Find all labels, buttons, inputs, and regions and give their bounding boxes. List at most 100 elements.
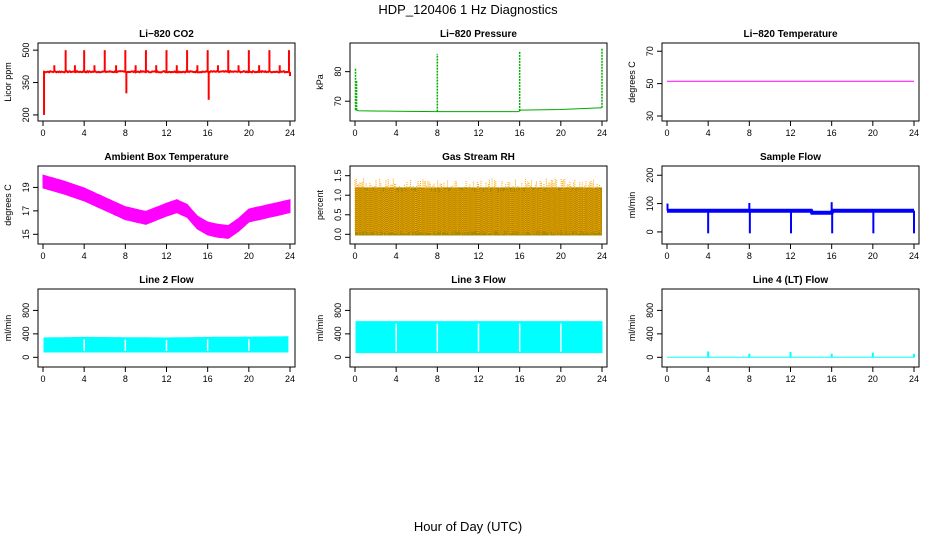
x-tick-label: 8 bbox=[747, 251, 752, 261]
y-axis-label: kPa bbox=[315, 74, 325, 90]
x-tick-label: 0 bbox=[40, 374, 45, 384]
series-line bbox=[667, 208, 914, 215]
x-tick-label: 8 bbox=[123, 251, 128, 261]
x-tick-label: 8 bbox=[435, 374, 440, 384]
x-tick-label: 12 bbox=[785, 128, 795, 138]
x-tick-label: 20 bbox=[244, 251, 254, 261]
x-axis-label: Hour of Day (UTC) bbox=[413, 519, 523, 534]
data-series bbox=[666, 202, 915, 234]
data-series bbox=[667, 351, 915, 358]
series-line bbox=[42, 69, 290, 74]
y-tick-label: 0 bbox=[645, 229, 655, 234]
y-axis-label: ml/min bbox=[3, 315, 13, 342]
y-tick-label: 0.5 bbox=[333, 209, 343, 222]
chart-panel: Sample Flow ml/min 0 4 8 12 16 20 24 0 100 200 bbox=[627, 152, 920, 261]
y-tick-label: 800 bbox=[645, 303, 655, 318]
series-line bbox=[354, 107, 603, 113]
y-tick-label: 0 bbox=[21, 355, 31, 360]
x-tick-label: 16 bbox=[515, 374, 525, 384]
y-tick-label: 1.0 bbox=[333, 189, 343, 202]
x-tick-label: 24 bbox=[597, 251, 607, 261]
x-tick-label: 20 bbox=[556, 251, 566, 261]
x-tick-label: 16 bbox=[515, 128, 525, 138]
x-tick-label: 12 bbox=[473, 128, 483, 138]
x-tick-label: 24 bbox=[909, 128, 919, 138]
x-tick-label: 20 bbox=[244, 374, 254, 384]
x-tick-label: 4 bbox=[706, 128, 711, 138]
data-series bbox=[355, 321, 603, 354]
y-tick-label: 400 bbox=[333, 326, 343, 341]
x-tick-label: 16 bbox=[515, 251, 525, 261]
x-tick-label: 12 bbox=[473, 251, 483, 261]
x-tick-label: 4 bbox=[394, 374, 399, 384]
y-tick-label: 200 bbox=[645, 168, 655, 183]
y-tick-label: 800 bbox=[21, 303, 31, 318]
y-axis-label: degrees C bbox=[3, 184, 13, 226]
data-series bbox=[43, 336, 289, 353]
y-tick-label: 80 bbox=[333, 67, 343, 77]
x-tick-label: 20 bbox=[556, 374, 566, 384]
y-tick-label: 800 bbox=[333, 303, 343, 318]
x-tick-label: 20 bbox=[556, 128, 566, 138]
chart-panel: Li−820 Temperature degrees C 0 4 8 12 16 20 24 30… bbox=[627, 29, 920, 138]
x-tick-label: 16 bbox=[827, 128, 837, 138]
y-tick-label: 50 bbox=[645, 79, 655, 89]
x-tick-label: 24 bbox=[597, 374, 607, 384]
x-tick-label: 12 bbox=[161, 251, 171, 261]
y-tick-label: 15 bbox=[21, 229, 31, 239]
y-tick-label: 0 bbox=[333, 355, 343, 360]
x-tick-label: 16 bbox=[203, 374, 213, 384]
x-tick-label: 0 bbox=[352, 374, 357, 384]
chart-title: Line 3 Flow bbox=[451, 275, 506, 286]
chart-panel: Gas Stream RH percent 0 4 8 12 16 20 24 0.0 0.5 1.0… bbox=[315, 152, 608, 261]
x-tick-label: 0 bbox=[664, 374, 669, 384]
chart-title: Line 4 (LT) Flow bbox=[753, 275, 829, 286]
chart-panel: Ambient Box Temperature degrees C 0 4 8 12 16 2… bbox=[3, 152, 296, 261]
y-axis-label: ml/min bbox=[627, 315, 637, 342]
y-tick-label: 1.5 bbox=[333, 169, 343, 182]
x-tick-label: 8 bbox=[123, 128, 128, 138]
figure-title: HDP_120406 1 Hz Diagnostics bbox=[378, 2, 558, 17]
y-tick-label: 100 bbox=[645, 196, 655, 211]
x-tick-label: 12 bbox=[161, 128, 171, 138]
x-tick-label: 24 bbox=[285, 251, 295, 261]
y-axis-label: ml/min bbox=[627, 192, 637, 219]
x-tick-label: 8 bbox=[435, 128, 440, 138]
y-tick-label: 70 bbox=[645, 46, 655, 56]
y-axis-label: Licor ppm bbox=[3, 62, 13, 102]
chart-title: Li−820 CO2 bbox=[139, 29, 194, 40]
data-series bbox=[354, 48, 603, 113]
x-tick-label: 16 bbox=[203, 128, 213, 138]
x-tick-label: 8 bbox=[123, 374, 128, 384]
x-tick-label: 20 bbox=[244, 128, 254, 138]
x-tick-label: 4 bbox=[706, 251, 711, 261]
x-tick-label: 4 bbox=[82, 374, 87, 384]
y-tick-label: 17 bbox=[21, 206, 31, 216]
plot-frame bbox=[661, 42, 920, 122]
chart-title: Line 2 Flow bbox=[139, 275, 194, 286]
series-band bbox=[42, 174, 291, 239]
y-tick-label: 0 bbox=[645, 355, 655, 360]
x-tick-label: 4 bbox=[82, 251, 87, 261]
x-tick-label: 0 bbox=[664, 128, 669, 138]
chart-panel: Line 3 Flow ml/min 0 4 8 12 16 20 24 0 400 800 bbox=[315, 275, 608, 384]
x-tick-label: 24 bbox=[285, 128, 295, 138]
data-series bbox=[42, 174, 291, 239]
x-tick-label: 24 bbox=[909, 251, 919, 261]
chart-panel: Li−820 Pressure kPa 0 4 8 12 16 20 24 70 80 bbox=[315, 29, 608, 138]
x-tick-label: 4 bbox=[394, 128, 399, 138]
x-tick-label: 24 bbox=[909, 374, 919, 384]
x-tick-label: 0 bbox=[40, 128, 45, 138]
x-tick-label: 0 bbox=[664, 251, 669, 261]
data-series bbox=[42, 50, 291, 115]
x-tick-label: 12 bbox=[785, 251, 795, 261]
y-axis-label: degrees C bbox=[627, 61, 637, 103]
x-tick-label: 8 bbox=[747, 128, 752, 138]
chart-panel: Line 4 (LT) Flow ml/min 0 4 8 12 16 20 24 0 400 800 bbox=[627, 275, 920, 384]
chart-title: Li−820 Temperature bbox=[743, 29, 837, 40]
x-tick-label: 8 bbox=[435, 251, 440, 261]
x-tick-label: 0 bbox=[40, 251, 45, 261]
x-tick-label: 12 bbox=[785, 374, 795, 384]
x-tick-label: 20 bbox=[868, 128, 878, 138]
